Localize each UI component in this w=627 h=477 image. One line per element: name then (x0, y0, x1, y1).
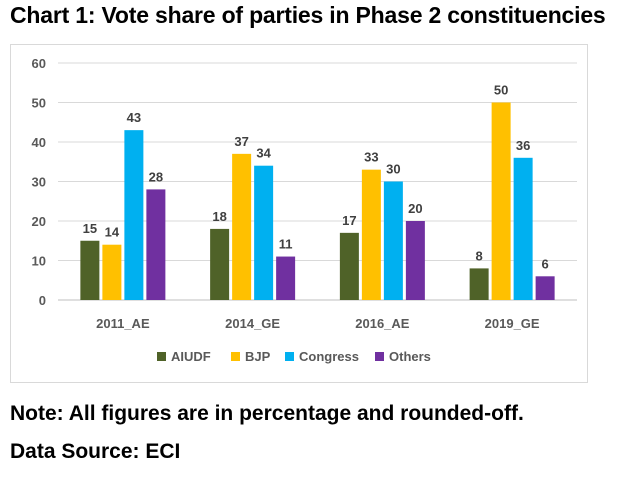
data-label: 20 (408, 201, 422, 216)
x-tick-label: 2011_AE (96, 316, 150, 331)
bar-others-2019_ge (535, 276, 555, 300)
y-tick-label: 20 (32, 214, 46, 229)
y-tick-label: 0 (39, 293, 46, 308)
data-label: 6 (542, 256, 549, 271)
legend-label-congress: Congress (299, 349, 359, 364)
data-label: 34 (256, 146, 271, 161)
chart-area: 0 10 20 30 40 50 60 15 14 43 28 2011_AE 18 37 34 11 2014… (10, 44, 588, 383)
bar-bjp-2011_ae (102, 244, 122, 300)
x-tick-label: 2016_AE (355, 316, 410, 331)
data-label: 43 (127, 110, 141, 125)
bar-aiudf-2014_ge (210, 228, 230, 300)
data-label: 8 (476, 248, 483, 263)
y-tick-label: 10 (32, 254, 46, 269)
legend-swatch-congress (285, 352, 294, 361)
y-tick-label: 30 (32, 175, 46, 190)
data-label: 14 (105, 225, 120, 240)
bar-others-2014_ge (276, 256, 296, 300)
data-label: 33 (364, 150, 378, 165)
y-tick-label: 50 (32, 96, 46, 111)
bar-bjp-2016_ae (361, 169, 381, 300)
data-source: Data Source: ECI (10, 440, 181, 463)
data-label: 36 (516, 138, 530, 153)
bar-bjp-2014_ge (232, 153, 252, 300)
bar-congress-2019_ge (513, 157, 533, 300)
bar-congress-2011_ae (124, 130, 144, 300)
footnote: Note: All figures are in percentage and … (10, 402, 524, 425)
legend-label-others: Others (389, 349, 431, 364)
bar-bjp-2019_ge (491, 102, 511, 300)
data-label: 11 (279, 237, 293, 252)
data-label: 15 (83, 221, 97, 236)
legend-swatch-others (375, 352, 384, 361)
data-label: 17 (342, 213, 356, 228)
bar-congress-2014_ge (254, 165, 274, 300)
bar-aiudf-2016_ae (339, 232, 359, 300)
x-tick-label: 2019_GE (485, 316, 540, 331)
bar-others-2011_ae (146, 189, 166, 300)
data-label: 50 (494, 83, 508, 98)
y-tick-label: 40 (32, 135, 46, 150)
legend-label-bjp: BJP (245, 349, 271, 364)
chart-title: Chart 1: Vote share of parties in Phase … (10, 2, 606, 28)
legend-swatch-bjp (231, 352, 240, 361)
vote-share-bar-chart: 0 10 20 30 40 50 60 15 14 43 28 2011_AE 18 37 34 11 2014… (32, 56, 577, 364)
data-label: 30 (386, 162, 400, 177)
data-label: 37 (234, 134, 248, 149)
data-label: 18 (212, 209, 226, 224)
bar-aiudf-2019_ge (469, 268, 489, 300)
legend-label-aiudf: AIUDF (171, 349, 211, 364)
bar-congress-2016_ae (383, 181, 403, 300)
bar-aiudf-2011_ae (80, 240, 100, 300)
x-tick-label: 2014_GE (225, 316, 280, 331)
legend-swatch-aiudf (157, 352, 166, 361)
y-tick-label: 60 (32, 56, 46, 71)
bar-others-2016_ae (405, 221, 425, 300)
data-label: 28 (149, 169, 163, 184)
